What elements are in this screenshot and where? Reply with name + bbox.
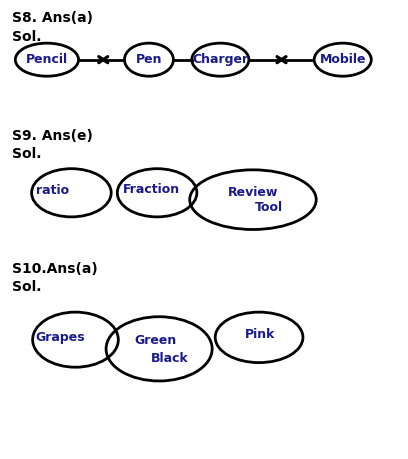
- Text: S10.Ans(a): S10.Ans(a): [12, 262, 98, 276]
- Text: Grapes: Grapes: [35, 331, 85, 344]
- Text: ratio: ratio: [36, 184, 70, 197]
- Text: Pencil: Pencil: [26, 53, 68, 66]
- Text: Pen: Pen: [136, 53, 162, 66]
- Text: Sol.: Sol.: [12, 280, 42, 294]
- Text: S9. Ans(e): S9. Ans(e): [12, 129, 93, 143]
- Text: Mobile: Mobile: [319, 53, 366, 66]
- Text: Black: Black: [151, 353, 188, 365]
- Text: Tool: Tool: [255, 201, 283, 214]
- Text: Review: Review: [228, 186, 278, 199]
- Text: Pink: Pink: [245, 328, 275, 341]
- Text: Green: Green: [134, 334, 176, 347]
- Text: S8. Ans(a): S8. Ans(a): [12, 11, 93, 26]
- Text: Sol.: Sol.: [12, 30, 42, 44]
- Text: Charger: Charger: [192, 53, 248, 66]
- Text: Fraction: Fraction: [122, 183, 180, 196]
- Text: Sol.: Sol.: [12, 147, 42, 161]
